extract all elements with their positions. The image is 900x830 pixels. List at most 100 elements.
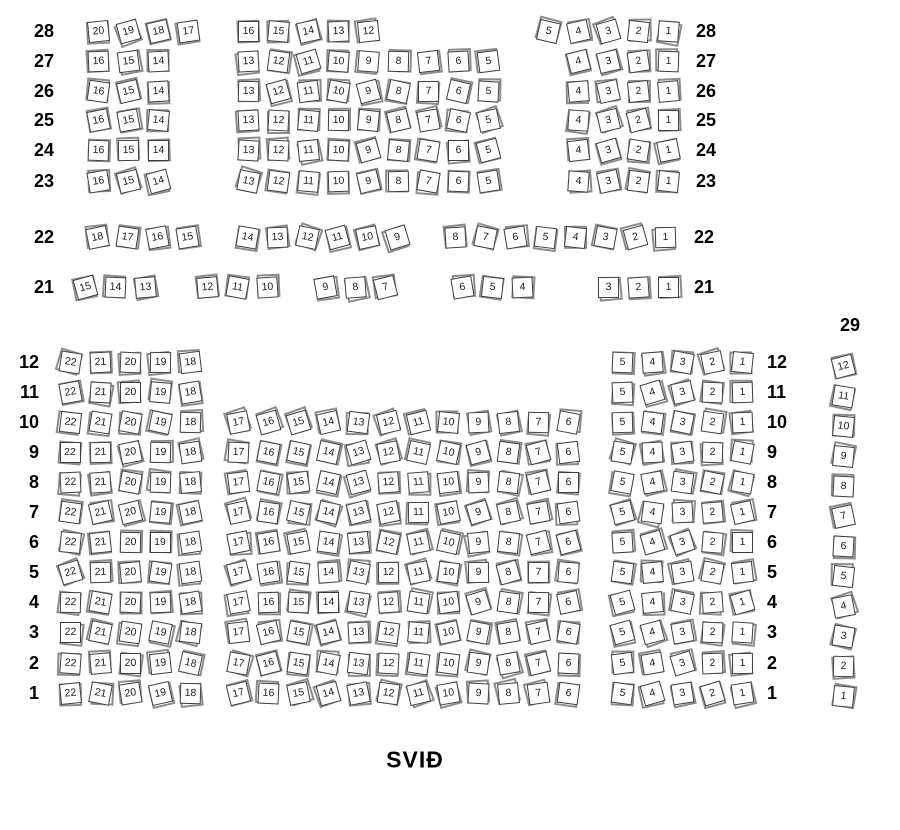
seat-row1-n19[interactable]: 19 <box>147 680 175 709</box>
seat-row3-n16[interactable]: 16 <box>255 618 283 645</box>
seat-row22-n13[interactable]: 13 <box>264 223 291 250</box>
seat-row25-n2[interactable]: 2 <box>625 106 652 133</box>
seat-row11-n21[interactable]: 21 <box>87 380 115 408</box>
seat-row8-n19[interactable]: 19 <box>145 467 172 494</box>
seat-row21-n4[interactable]: 4 <box>510 274 536 299</box>
seat-row8-n2[interactable]: 2 <box>698 468 726 495</box>
seat-row29-n3[interactable]: 3 <box>828 622 857 651</box>
seat-row24-n15[interactable]: 15 <box>115 136 140 161</box>
seat-row9-n21[interactable]: 21 <box>88 440 113 465</box>
seat-row11-n19[interactable]: 19 <box>146 377 173 404</box>
seat-row29-n4[interactable]: 4 <box>829 590 859 620</box>
seat-row26-n5[interactable]: 5 <box>476 77 501 103</box>
seat-row10-n13[interactable]: 13 <box>345 410 370 435</box>
seat-row25-n16[interactable]: 16 <box>85 105 112 133</box>
seat-row9-n14[interactable]: 14 <box>315 437 344 466</box>
seat-row3-n10[interactable]: 10 <box>433 617 462 646</box>
seat-row4-n11[interactable]: 11 <box>405 586 434 615</box>
seat-row5-n5[interactable]: 5 <box>610 558 637 586</box>
seat-row23-n13[interactable]: 13 <box>233 164 263 194</box>
seat-row5-n11[interactable]: 11 <box>403 556 433 586</box>
seat-row6-n15[interactable]: 15 <box>282 527 311 555</box>
seat-row2-n12[interactable]: 12 <box>374 651 400 677</box>
seat-row8-n10[interactable]: 10 <box>435 470 462 497</box>
seat-row2-n21[interactable]: 21 <box>87 649 112 675</box>
seat-row5-n18[interactable]: 18 <box>175 560 202 587</box>
seat-row23-n14[interactable]: 14 <box>142 168 171 196</box>
seat-row11-n4[interactable]: 4 <box>638 378 668 408</box>
seat-row5-n10[interactable]: 10 <box>434 559 463 587</box>
seat-row7-n20[interactable]: 20 <box>117 498 146 527</box>
seat-row6-n16[interactable]: 16 <box>254 528 281 555</box>
seat-row29-n2[interactable]: 2 <box>830 654 856 680</box>
seat-row9-n7[interactable]: 7 <box>523 438 551 466</box>
seat-row12-n2[interactable]: 2 <box>695 346 725 376</box>
seat-row4-n6[interactable]: 6 <box>555 587 583 615</box>
seat-row10-n4[interactable]: 4 <box>640 409 667 436</box>
seat-row28-n17[interactable]: 17 <box>173 18 200 46</box>
seat-row7-n2[interactable]: 2 <box>700 498 726 525</box>
seat-row25-n10[interactable]: 10 <box>327 107 351 131</box>
seat-row24-n12[interactable]: 12 <box>265 136 290 162</box>
seat-row3-n20[interactable]: 20 <box>115 620 142 647</box>
seat-row10-n11[interactable]: 11 <box>402 407 431 436</box>
seat-row22-n1[interactable]: 1 <box>650 226 676 252</box>
seat-row10-n5[interactable]: 5 <box>610 411 635 436</box>
seat-row27-n10[interactable]: 10 <box>325 48 350 73</box>
seat-row7-n17[interactable]: 17 <box>223 495 252 525</box>
seat-row5-n17[interactable]: 17 <box>222 557 252 587</box>
seat-row23-n11[interactable]: 11 <box>295 169 321 196</box>
seat-row21-n12[interactable]: 12 <box>194 272 220 299</box>
seat-row4-n1[interactable]: 1 <box>727 588 756 616</box>
seat-row29-n5[interactable]: 5 <box>830 562 855 588</box>
seat-row24-n2[interactable]: 2 <box>626 138 651 164</box>
seat-row23-n16[interactable]: 16 <box>85 168 111 194</box>
seat-row21-n7[interactable]: 7 <box>371 272 398 300</box>
seat-row7-n12[interactable]: 12 <box>375 499 402 527</box>
seat-row8-n9[interactable]: 9 <box>465 468 490 493</box>
seat-row8-n1[interactable]: 1 <box>726 468 755 497</box>
seat-row1-n3[interactable]: 3 <box>668 680 697 708</box>
seat-row7-n1[interactable]: 1 <box>729 497 758 525</box>
seat-row24-n5[interactable]: 5 <box>472 136 501 164</box>
seat-row1-n9[interactable]: 9 <box>465 678 490 705</box>
seat-row3-n18[interactable]: 18 <box>174 618 203 647</box>
seat-row21-n15[interactable]: 15 <box>70 273 98 301</box>
seat-row11-n20[interactable]: 20 <box>116 378 142 404</box>
seat-row12-n21[interactable]: 21 <box>88 350 113 374</box>
seat-row26-n9[interactable]: 9 <box>355 78 384 107</box>
seat-row21-n13[interactable]: 13 <box>132 273 160 301</box>
seat-row28-n15[interactable]: 15 <box>265 19 290 44</box>
seat-row1-n22[interactable]: 22 <box>58 681 82 706</box>
seat-row25-n13[interactable]: 13 <box>234 108 260 134</box>
seat-row9-n6[interactable]: 6 <box>554 440 580 466</box>
seat-row6-n21[interactable]: 21 <box>86 529 112 556</box>
seat-row8-n11[interactable]: 11 <box>406 470 431 496</box>
seat-row1-n8[interactable]: 8 <box>492 677 521 705</box>
seat-row25-n6[interactable]: 6 <box>443 107 471 134</box>
seat-row7-n5[interactable]: 5 <box>608 497 638 527</box>
seat-row7-n10[interactable]: 10 <box>433 499 461 526</box>
seat-row4-n2[interactable]: 2 <box>698 590 724 616</box>
seat-row23-n7[interactable]: 7 <box>414 168 441 196</box>
seat-row27-n12[interactable]: 12 <box>266 47 293 74</box>
seat-row7-n19[interactable]: 19 <box>148 499 174 525</box>
seat-row5-n9[interactable]: 9 <box>463 558 489 584</box>
seat-row10-n20[interactable]: 20 <box>117 409 143 436</box>
seat-row8-n3[interactable]: 3 <box>670 467 698 495</box>
seat-row6-n13[interactable]: 13 <box>346 530 372 555</box>
seat-row8-n6[interactable]: 6 <box>555 470 581 496</box>
seat-row3-n4[interactable]: 4 <box>638 618 669 648</box>
seat-row9-n1[interactable]: 1 <box>729 437 755 465</box>
seat-row3-n1[interactable]: 1 <box>730 620 757 647</box>
seat-row6-n19[interactable]: 19 <box>148 529 173 553</box>
seat-row27-n7[interactable]: 7 <box>416 49 443 75</box>
seat-row10-n19[interactable]: 19 <box>144 408 173 436</box>
seat-row21-n3[interactable]: 3 <box>597 276 623 302</box>
seat-row29-n8[interactable]: 8 <box>830 472 855 498</box>
seat-row4-n14[interactable]: 14 <box>315 589 340 614</box>
seat-row5-n1[interactable]: 1 <box>730 557 758 585</box>
seat-row9-n20[interactable]: 20 <box>116 439 145 468</box>
seat-row27-n16[interactable]: 16 <box>84 48 110 73</box>
seat-row4-n21[interactable]: 21 <box>85 589 113 616</box>
